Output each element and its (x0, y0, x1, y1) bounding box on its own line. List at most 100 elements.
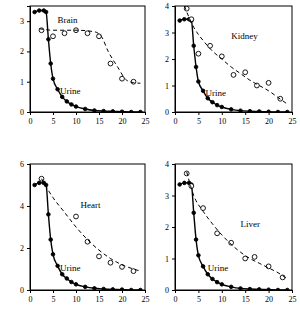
panel: 051015202501234KidneyUrine (165, 2, 297, 126)
data-point (220, 283, 224, 287)
x-tick: 5 (197, 112, 201, 126)
data-point (37, 181, 41, 185)
y-axis: 0246 (20, 160, 31, 295)
x-tick-mark (292, 290, 293, 293)
plot-area (178, 6, 289, 112)
data-point (131, 79, 136, 84)
data-point (74, 283, 78, 287)
x-tick: 10 (73, 290, 81, 304)
y-axis-line (172, 7, 176, 113)
y-tick-label: 0 (165, 286, 169, 295)
data-point (44, 10, 48, 14)
data-point (139, 110, 143, 112)
data-point (248, 109, 252, 112)
x-tick-mark (245, 290, 246, 293)
x-tick: 25 (142, 290, 150, 304)
y-tick-label: 0 (165, 108, 169, 117)
x-axis: 0510152025 (29, 290, 150, 304)
data-point (183, 17, 187, 21)
data-point (276, 288, 280, 290)
x-tick: 0 (29, 112, 33, 126)
data-point (267, 110, 271, 112)
x-axis-line (176, 291, 293, 294)
y-tick-mark (27, 112, 30, 113)
data-point (197, 254, 201, 258)
data-point (276, 110, 280, 112)
data-point (194, 65, 198, 69)
data-point (51, 34, 56, 39)
x-tick-mark (99, 112, 100, 115)
y-tick-mark (27, 51, 30, 52)
data-point (62, 31, 67, 36)
data-point (286, 288, 290, 290)
annotation: Kidney (231, 31, 258, 41)
x-tick-mark (269, 112, 270, 115)
y-tick-label: 1 (165, 255, 169, 264)
y-tick-label: 4 (165, 160, 169, 169)
data-point (33, 10, 37, 14)
x-tick: 20 (265, 290, 273, 304)
y-axis: 01234 (165, 2, 176, 117)
data-point (51, 77, 55, 81)
y-tick: 0 (165, 286, 175, 295)
data-point (93, 109, 97, 112)
data-point (231, 73, 236, 78)
annotation: Liver (241, 219, 261, 229)
x-tick-mark (145, 112, 146, 115)
plot-frame (30, 164, 145, 290)
data-point (83, 107, 87, 111)
data-point (178, 183, 182, 187)
data-point (211, 100, 215, 104)
x-tick: 20 (119, 112, 127, 126)
data-point (243, 70, 248, 75)
y-tick: 3 (165, 29, 175, 38)
y-tick: 1 (20, 78, 30, 87)
x-tick: 25 (289, 112, 297, 126)
x-axis: 0510152025 (174, 290, 297, 304)
x-tick: 20 (265, 112, 273, 126)
annotation: Heart (81, 200, 101, 210)
x-tick-mark (145, 290, 146, 293)
data-point (201, 89, 205, 93)
series-line (42, 179, 141, 271)
data-point (37, 9, 41, 13)
x-tick-label: 10 (73, 295, 81, 304)
y-tick: 3 (165, 192, 175, 201)
x-tick-label: 0 (174, 295, 178, 304)
y-axis-line (27, 165, 31, 291)
data-point (239, 109, 243, 112)
x-tick: 10 (218, 112, 226, 126)
y-tick-mark (172, 59, 175, 60)
plot-area (33, 176, 142, 290)
data-point (70, 280, 74, 284)
series-line (35, 183, 141, 290)
data-point (85, 31, 90, 36)
data-point (178, 19, 182, 23)
y-tick-mark (27, 206, 30, 207)
series-line (187, 172, 288, 279)
panel: 05101520250246HeartUrine (20, 160, 150, 304)
x-tick: 15 (242, 112, 250, 126)
series-line (39, 29, 140, 84)
x-tick-label: 0 (29, 117, 33, 126)
x-tick-mark (122, 290, 123, 293)
x-tick-mark (198, 290, 199, 293)
y-tick-label: 4 (165, 2, 169, 11)
y-tick-label: 0 (20, 286, 24, 295)
data-point (97, 254, 102, 259)
y-tick-mark (27, 248, 30, 249)
data-point (108, 260, 113, 265)
x-tick-mark (122, 112, 123, 115)
x-tick: 20 (119, 290, 127, 304)
y-tick: 2 (20, 47, 30, 56)
data-point (33, 183, 37, 187)
x-tick-mark (53, 112, 54, 115)
plot-frame (175, 164, 292, 290)
x-tick-label: 20 (265, 295, 273, 304)
data-point (239, 287, 243, 290)
data-point (229, 285, 233, 289)
y-tick-label: 4 (20, 202, 24, 211)
data-point (267, 288, 271, 290)
y-tick-mark (172, 164, 175, 165)
data-point (111, 288, 115, 290)
